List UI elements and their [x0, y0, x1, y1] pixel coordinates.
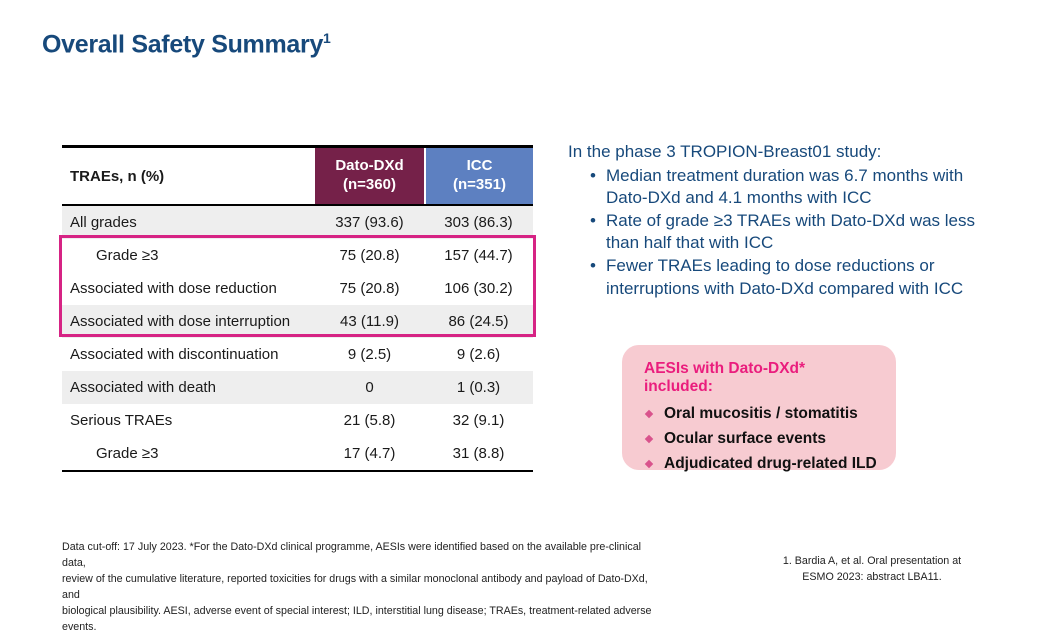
- aesi-item-text: Oral mucositis / stomatitis: [664, 405, 858, 422]
- reference-citation: 1. Bardia A, et al. Oral presentation at…: [782, 555, 962, 584]
- page-title-text: Overall Safety Summary: [42, 30, 324, 59]
- key-finding-bullet: • Median treatment duration was 6.7 month…: [568, 165, 976, 210]
- bullet-dot-icon: •: [590, 256, 596, 276]
- aesi-item: Oral mucositis / stomatitis: [644, 405, 878, 423]
- dato-dxd-value: 337 (93.6): [335, 214, 404, 231]
- key-findings-bullet-list: • Median treatment duration was 6.7 month…: [568, 165, 976, 301]
- table-header-row: TRAEs, n (%) Dato-DXd (n=360) ICC (n=351…: [62, 148, 533, 206]
- table-row: All grades 337 (93.6) 303 (86.3): [62, 206, 533, 239]
- dato-dxd-value: 75 (20.8): [339, 280, 400, 297]
- icc-value: 31 (8.8): [452, 445, 505, 462]
- row-label: Serious TRAEs: [70, 412, 173, 429]
- bullet-text: Rate of grade ≥3 TRAEs with Dato-DXd was…: [606, 210, 976, 253]
- icc-value: 32 (9.1): [452, 412, 505, 429]
- row-label: Associated with discontinuation: [70, 346, 279, 363]
- row-label: Associated with dose interruption: [70, 313, 291, 330]
- table-row: Associated with dose reduction 75 (20.8) 1…: [62, 272, 533, 305]
- page-title: Overall Safety Summary1: [42, 30, 331, 59]
- table-body: All grades 337 (93.6) 303 (86.3) Grade ≥3 75…: [62, 206, 533, 470]
- icc-value: 86 (24.5): [448, 313, 509, 330]
- bullet-dot-icon: •: [590, 210, 596, 230]
- aesi-item: Adjudicated drug-related ILD: [644, 455, 878, 473]
- table-row: Associated with discontinuation 9 (2.5) 9 …: [62, 338, 533, 371]
- aesi-item: Ocular surface events: [644, 430, 878, 448]
- icc-header-line1: ICC: [466, 157, 493, 175]
- key-finding-bullet: • Rate of grade ≥3 TRAEs with Dato-DXd wa…: [568, 210, 976, 255]
- table-row: Grade ≥3 75 (20.8) 157 (44.7): [62, 239, 533, 272]
- table-row: Associated with dose interruption 43 (11.…: [62, 305, 533, 338]
- aesi-item-text: Adjudicated drug-related ILD: [664, 455, 877, 472]
- footnote-text: Data cut-off: 17 July 2023. *For the Dat…: [62, 541, 652, 632]
- bullet-dot-icon: •: [590, 165, 596, 185]
- table-row: Associated with death 0 1 (0.3): [62, 371, 533, 404]
- icc-header-line2: (n=351): [453, 176, 506, 193]
- row-label: Grade ≥3: [96, 445, 159, 462]
- aesi-callout-box: AESIs with Dato-DXd* included: Oral muco…: [622, 345, 896, 473]
- dato-dxd-value: 21 (5.8): [343, 412, 396, 429]
- icc-value: 303 (86.3): [444, 214, 513, 231]
- page-title-superscript: 1: [323, 30, 331, 46]
- dato-header-line1: Dato-DXd: [335, 157, 404, 175]
- aesi-item-text: Ocular surface events: [664, 430, 826, 447]
- dato-dxd-value: 0: [365, 379, 374, 396]
- key-findings-intro: In the phase 3 TROPION-Breast01 study:: [568, 142, 882, 161]
- bullet-text: Median treatment duration was 6.7 months…: [606, 165, 964, 208]
- aesi-box-title: AESIs with Dato-DXd* included:: [644, 360, 806, 395]
- key-findings-panel: In the phase 3 TROPION-Breast01 study: •…: [568, 141, 976, 300]
- row-label: Grade ≥3: [96, 247, 159, 264]
- icc-value: 9 (2.6): [456, 346, 501, 363]
- dato-dxd-value: 43 (11.9): [340, 313, 399, 330]
- icc-value: 106 (30.2): [444, 280, 513, 297]
- dato-dxd-value: 75 (20.8): [339, 247, 400, 264]
- icc-value: 1 (0.3): [456, 379, 501, 396]
- row-label: All grades: [70, 214, 137, 231]
- diamond-bullet-icon: [644, 409, 654, 419]
- table-row: Grade ≥3 17 (4.7) 31 (8.8): [62, 437, 533, 470]
- trae-table: TRAEs, n (%) Dato-DXd (n=360) ICC (n=351…: [62, 145, 533, 472]
- table-header-label: TRAEs, n (%): [62, 148, 315, 204]
- bullet-text: Fewer TRAEs leading to dose reductions o…: [606, 256, 964, 298]
- key-finding-bullet: • Fewer TRAEs leading to dose reductions …: [568, 255, 976, 300]
- dato-dxd-value: 17 (4.7): [343, 445, 396, 462]
- diamond-bullet-icon: [644, 459, 654, 469]
- diamond-bullet-icon: [644, 434, 654, 444]
- row-label: Associated with death: [70, 379, 216, 396]
- dato-header-line2: (n=360): [343, 176, 396, 193]
- table-header-dato-dxd: Dato-DXd (n=360): [315, 148, 424, 204]
- dato-dxd-value: 9 (2.5): [347, 346, 392, 363]
- aesi-item-list: Oral mucositis / stomatitis Ocular surfac…: [644, 405, 878, 473]
- table-header-icc: ICC (n=351): [424, 148, 533, 204]
- row-label: Associated with dose reduction: [70, 280, 277, 297]
- table-row: Serious TRAEs 21 (5.8) 32 (9.1): [62, 404, 533, 437]
- icc-value: 157 (44.7): [444, 247, 513, 264]
